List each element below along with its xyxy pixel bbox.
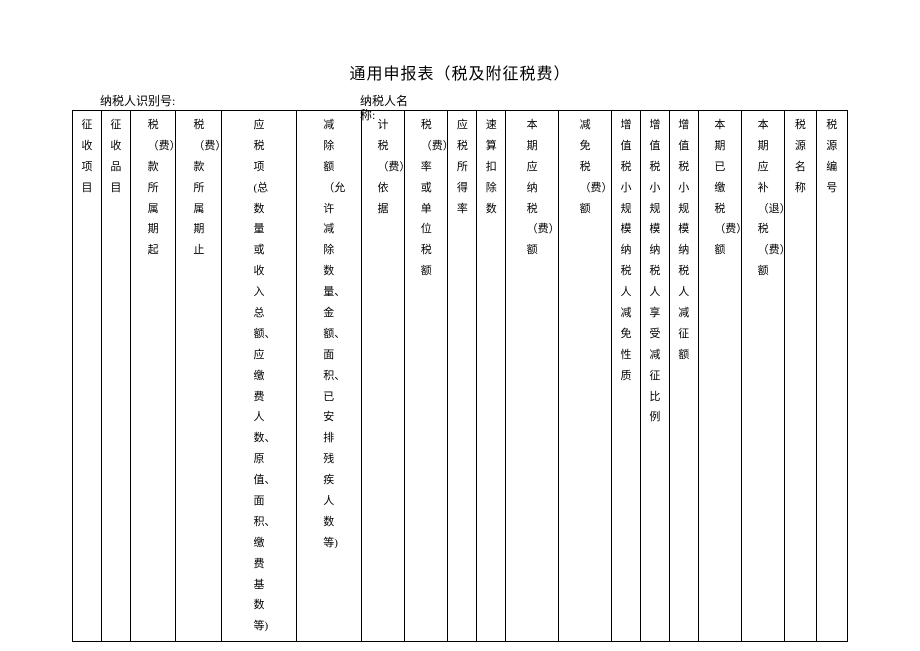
column-header: 本期应补（退）税（费）额 — [741, 111, 784, 642]
column-header-label: 税源编号 — [826, 115, 837, 199]
column-header: 税源名称 — [785, 111, 816, 642]
column-header-label: 应税项(总数量或收入总额、应缴费人数、原值、面积、缴费基数等) — [253, 115, 264, 637]
column-header: 应税所得率 — [448, 111, 477, 642]
column-header-label: 税（费）款所属期止 — [193, 115, 204, 261]
taxpayer-name-label-b: 称: — [360, 106, 375, 123]
column-header-label: 减除额（允许减除数量、金额、面积、已安排残疾人数等) — [323, 115, 334, 554]
column-header-label: 本期应纳税（费）额 — [527, 115, 538, 261]
column-header: 税（费）款所属期止 — [176, 111, 222, 642]
column-header-label: 增值税小规模纳税人减免性质 — [620, 115, 631, 387]
column-header: 征收品目 — [101, 111, 130, 642]
column-header: 速算扣除数 — [477, 111, 506, 642]
column-header-label: 计税（费）依据 — [377, 115, 388, 219]
column-header: 本期应纳税（费）额 — [506, 111, 559, 642]
column-header-label: 征收项目 — [81, 115, 92, 199]
column-header: 本期已缴税（费）额 — [698, 111, 741, 642]
column-header: 增值税小规模纳税人减征额 — [669, 111, 698, 642]
column-header-label: 税（费）款所属期起 — [148, 115, 159, 261]
column-header-label: 税（费）率或单位税额 — [421, 115, 432, 282]
column-header-label: 应税所得率 — [457, 115, 468, 219]
column-header-label: 增值税小规模纳税人享受减征比例 — [649, 115, 660, 428]
column-header: 增值税小规模纳税人减免性质 — [612, 111, 641, 642]
column-header-label: 本期已缴税（费）额 — [714, 115, 725, 261]
column-header: 增值税小规模纳税人享受减征比例 — [640, 111, 669, 642]
column-header-label: 本期应补（退）税（费）额 — [758, 115, 769, 282]
column-header: 减免税（费）额 — [559, 111, 612, 642]
column-header-label: 速算扣除数 — [486, 115, 497, 219]
column-header: 应税项(总数量或收入总额、应缴费人数、原值、面积、缴费基数等) — [222, 111, 297, 642]
column-header: 征收项目 — [73, 111, 102, 642]
column-header-label: 税源名称 — [795, 115, 806, 199]
form-title: 通用申报表（税及附征税费） — [0, 0, 920, 92]
column-header: 税源编号 — [816, 111, 847, 642]
column-header: 计税（费）依据 — [361, 111, 404, 642]
column-header: 减除额（允许减除数量、金额、面积、已安排残疾人数等) — [296, 111, 361, 642]
column-header-label: 增值税小规模纳税人减征额 — [678, 115, 689, 366]
table-container: 征收项目 征收品目 税（费）款所属期起 税（费）款所属期止 应税项(总数量或收入总额、应… — [0, 110, 920, 642]
column-header-label: 征收品目 — [110, 115, 121, 199]
column-header: 税（费）款所属期起 — [130, 111, 176, 642]
meta-row: 纳税人识别号: 纳税人名 称: — [0, 92, 920, 110]
column-header: 税（费）率或单位税额 — [405, 111, 448, 642]
declaration-table: 征收项目 征收品目 税（费）款所属期起 税（费）款所属期止 应税项(总数量或收入总额、应… — [72, 110, 848, 642]
taxpayer-id-label: 纳税人识别号: — [100, 92, 175, 109]
column-header-label: 减免税（费）额 — [580, 115, 591, 219]
table-header-row: 征收项目 征收品目 税（费）款所属期起 税（费）款所属期止 应税项(总数量或收入总额、应… — [73, 111, 848, 642]
